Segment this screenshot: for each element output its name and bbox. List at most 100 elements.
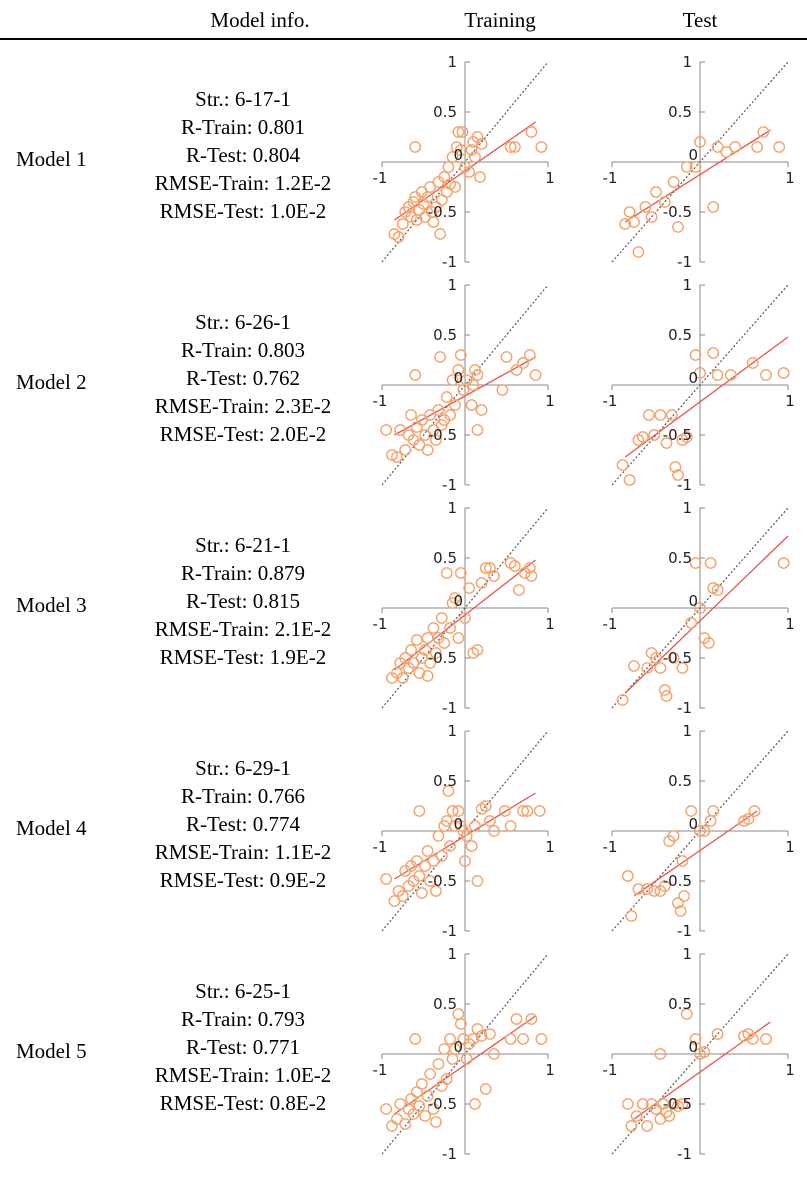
- structure-text: Str.: 6-17-1: [195, 87, 291, 111]
- x-tick-label: 1: [545, 392, 555, 410]
- y-tick-label: 1: [682, 53, 692, 71]
- data-point: [498, 805, 511, 817]
- data-point: [523, 349, 536, 361]
- data-point: [667, 652, 680, 664]
- data-point: [475, 404, 488, 416]
- y-tick-label: -0.5: [428, 426, 457, 444]
- data-point: [430, 647, 442, 659]
- y-tick-label: 0.5: [668, 772, 692, 790]
- y-tick-label: 1: [682, 945, 692, 963]
- data-point: [669, 461, 682, 473]
- data-point: [484, 815, 496, 827]
- y-tick-label: 0: [453, 146, 463, 164]
- y-tick-label: -0.5: [663, 426, 692, 444]
- data-point: [746, 1033, 759, 1045]
- data-point: [643, 409, 655, 421]
- data-point: [446, 151, 459, 163]
- model-row: Model 1 Str.: 6-17-1 R-Train: 0.801 R-Te…: [0, 50, 807, 272]
- y-tick-label: 0.5: [668, 549, 692, 567]
- data-point: [630, 1110, 643, 1122]
- data-point: [650, 652, 662, 664]
- data-point: [427, 216, 440, 228]
- data-point: [449, 592, 461, 604]
- data-point: [663, 1110, 676, 1122]
- data-point: [625, 910, 638, 922]
- data-point: [434, 228, 447, 240]
- x-tick-label: -1: [603, 392, 618, 410]
- data-point: [427, 622, 440, 634]
- data-point: [444, 409, 456, 421]
- data-point: [667, 176, 680, 188]
- data-point: [452, 126, 465, 138]
- data-point: [689, 161, 702, 173]
- data-point: [415, 1078, 428, 1090]
- scatter-plot-model2-test: 1 0.5 0 -0.5 -1 -1 1: [603, 276, 795, 494]
- data-point: [751, 141, 764, 153]
- y-tick-label: -1: [677, 699, 692, 717]
- diagonal-line: [611, 284, 789, 486]
- data-point: [636, 1098, 649, 1110]
- data-point: [454, 349, 467, 361]
- data-point: [672, 221, 684, 233]
- data-point: [488, 1048, 500, 1060]
- data-point: [685, 617, 698, 629]
- y-tick-label: 0: [453, 369, 463, 387]
- data-point: [525, 570, 538, 582]
- data-point: [720, 146, 733, 158]
- data-point: [641, 883, 654, 895]
- data-point: [430, 201, 442, 213]
- x-tick-label: 1: [545, 1061, 555, 1079]
- data-point: [616, 459, 629, 471]
- y-tick-label: 0: [688, 592, 698, 610]
- scatter-plot-model1-training: 1 0.5 0 -0.5 -1 -1 1: [373, 53, 555, 271]
- data-point: [648, 885, 661, 897]
- rmse-train-text: RMSE-Train: 1.1E-2: [154, 840, 332, 864]
- data-point: [421, 632, 434, 644]
- data-point: [442, 161, 455, 173]
- data-point: [424, 875, 437, 887]
- data-point: [724, 369, 737, 381]
- x-tick-label: -1: [603, 615, 618, 633]
- x-tick-label: 1: [545, 169, 555, 187]
- data-point: [500, 351, 513, 363]
- data-point: [746, 357, 759, 369]
- model-info-block: Str.: 6-29-1 R-Train: 0.766 R-Test: 0.77…: [118, 754, 368, 894]
- y-tick-label: -0.5: [663, 203, 692, 221]
- diagonal-line: [611, 61, 789, 263]
- rmse-train-text: RMSE-Train: 1.0E-2: [154, 1063, 332, 1087]
- data-point: [619, 218, 632, 230]
- r-test-text: R-Test: 0.815: [185, 589, 301, 613]
- data-point: [409, 369, 422, 381]
- data-point: [410, 634, 423, 646]
- model-info-block: Str.: 6-25-1 R-Train: 0.793 R-Test: 0.77…: [118, 977, 368, 1117]
- data-point: [471, 424, 484, 436]
- y-tick-label: -1: [442, 922, 457, 940]
- data-point: [430, 1116, 442, 1128]
- data-point: [625, 1120, 638, 1132]
- data-point: [438, 1043, 451, 1055]
- data-point: [632, 246, 645, 258]
- y-tick-label: -0.5: [428, 203, 457, 221]
- data-point: [405, 644, 417, 656]
- data-point: [396, 890, 409, 902]
- data-point: [707, 805, 720, 817]
- model-row: Model 3 Str.: 6-21-1 R-Train: 0.879 R-Te…: [0, 496, 807, 718]
- r-test-text: R-Test: 0.771: [185, 1035, 301, 1059]
- data-point: [421, 670, 434, 682]
- scatter-plot-model5-training: 1 0.5 0 -0.5 -1 -1 1: [373, 945, 555, 1163]
- scatter-plot-model1-test: 1 0.5 0 -0.5 -1 -1 1: [603, 53, 795, 271]
- data-point: [711, 369, 724, 381]
- y-tick-label: 0.5: [668, 326, 692, 344]
- data-point: [676, 662, 689, 674]
- y-tick-label: -1: [442, 1145, 457, 1163]
- scatter-plot-model4-training: 1 0.5 0 -0.5 -1 -1 1: [373, 722, 555, 940]
- data-point: [529, 369, 542, 381]
- data-point: [689, 1033, 702, 1045]
- data-point: [689, 557, 702, 569]
- x-tick-label: -1: [603, 838, 618, 856]
- data-point: [415, 887, 428, 899]
- scatter-plot-model3-test: 1 0.5 0 -0.5 -1 -1 1: [603, 499, 795, 717]
- model-info-block: Str.: 6-21-1 R-Train: 0.879 R-Test: 0.81…: [118, 531, 368, 671]
- data-point: [410, 421, 423, 433]
- data-point: [440, 567, 453, 579]
